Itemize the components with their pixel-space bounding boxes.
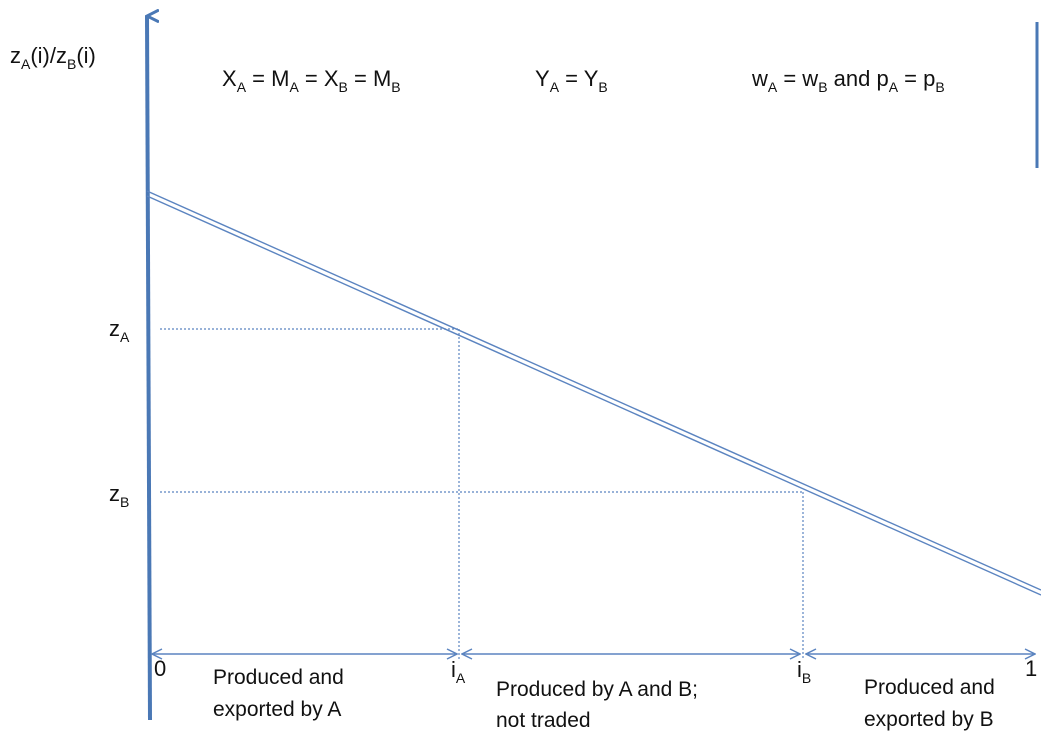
y-axis-label: zA(i)/zB(i) — [10, 43, 96, 72]
svg-text:Produced by A and B;: Produced by A and B; — [496, 678, 698, 701]
y-tick-zA: zA — [109, 316, 130, 345]
svg-text:not traded: not traded — [496, 709, 591, 732]
svg-text:exported by A: exported by A — [213, 698, 341, 721]
y-axis — [147, 16, 150, 721]
equation-income: YA = YB — [535, 66, 608, 95]
svg-text:exported by B: exported by B — [864, 708, 994, 731]
guide-lines — [160, 328, 804, 660]
y-tick-zB: zB — [109, 481, 129, 510]
relative-productivity-line — [146, 190, 1041, 596]
equation-wage-price: wA = wB and pA = pB — [751, 66, 945, 95]
svg-text:Produced and: Produced and — [213, 666, 344, 689]
x-tick-one: 1 — [1025, 656, 1037, 681]
x-tick-iB: iB — [797, 657, 811, 686]
x-tick-zero: 0 — [154, 656, 166, 681]
x-tick-iA: iA — [451, 657, 466, 686]
region-label-mid: Produced by A and B; not traded — [496, 678, 698, 732]
svg-text:Produced and: Produced and — [864, 676, 995, 699]
region-label-a: Produced and exported by A — [213, 666, 344, 721]
equation-trade-balance: XA = MA = XB = MB — [222, 66, 401, 95]
region-label-b: Produced and exported by B — [864, 676, 995, 731]
